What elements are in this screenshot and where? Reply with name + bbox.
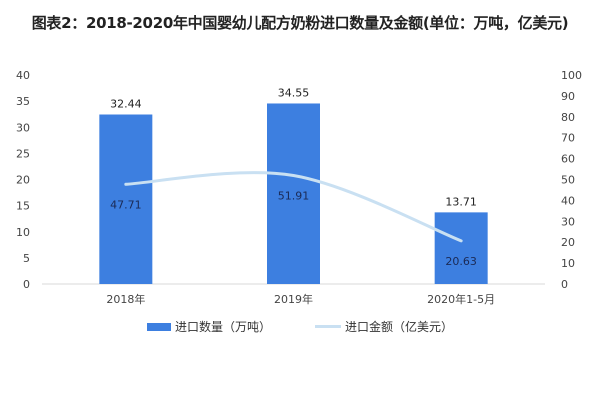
bar <box>99 114 153 284</box>
line-swatch-icon <box>315 325 341 328</box>
y-left-tick: 10 <box>16 226 30 239</box>
y-left-tick: 35 <box>16 95 30 108</box>
amount-line <box>124 171 463 243</box>
x-tick-label: 2018年 <box>106 292 145 306</box>
bar <box>267 103 320 284</box>
y-right-tick: 80 <box>561 111 575 124</box>
y-left-tick: 15 <box>16 200 30 213</box>
y-right-tick: 90 <box>561 90 575 103</box>
y-left-tick: 40 <box>16 69 30 82</box>
legend-label-amount: 进口金额（亿美元） <box>345 320 454 334</box>
legend-item-amount: 进口金额（亿美元） <box>315 318 453 335</box>
y-right-tick: 0 <box>561 278 568 291</box>
legend-item-quantity: 进口数量（万吨） <box>146 318 271 335</box>
y-left-tick: 20 <box>16 174 30 187</box>
line-value-label: 51.91 <box>278 190 310 203</box>
line-value-label: 47.71 <box>110 198 142 211</box>
chart-title: 图表2：2018-2020年中国婴幼儿配方奶粉进口数量及金额(单位：万吨，亿美元… <box>31 14 569 32</box>
y-left-tick: 30 <box>16 121 30 134</box>
y-right-tick: 100 <box>561 69 582 82</box>
y-right-tick: 30 <box>561 215 575 228</box>
y-right-tick: 10 <box>561 257 575 270</box>
y-right-tick: 40 <box>561 194 575 207</box>
y-right-tick: 70 <box>561 132 575 145</box>
y-right-tick: 20 <box>561 236 575 249</box>
x-tick-label: 2020年1-5月 <box>427 292 495 306</box>
legend: 进口数量（万吨） 进口金额（亿美元） <box>0 318 600 335</box>
bar-value-label: 32.44 <box>110 98 142 111</box>
bar <box>434 212 488 284</box>
bar-value-label: 34.55 <box>278 86 310 99</box>
bar-value-label: 13.71 <box>445 195 477 208</box>
bar-swatch-icon <box>146 322 171 331</box>
y-right-tick: 50 <box>561 174 575 187</box>
y-left-tick: 0 <box>23 278 30 291</box>
line-value-label: 20.63 <box>445 255 477 268</box>
x-tick-label: 2019年 <box>274 292 313 306</box>
y-left-tick: 25 <box>16 147 30 160</box>
y-right-tick: 60 <box>561 153 575 166</box>
legend-label-quantity: 进口数量（万吨） <box>174 320 271 334</box>
y-left-tick: 5 <box>23 252 30 265</box>
